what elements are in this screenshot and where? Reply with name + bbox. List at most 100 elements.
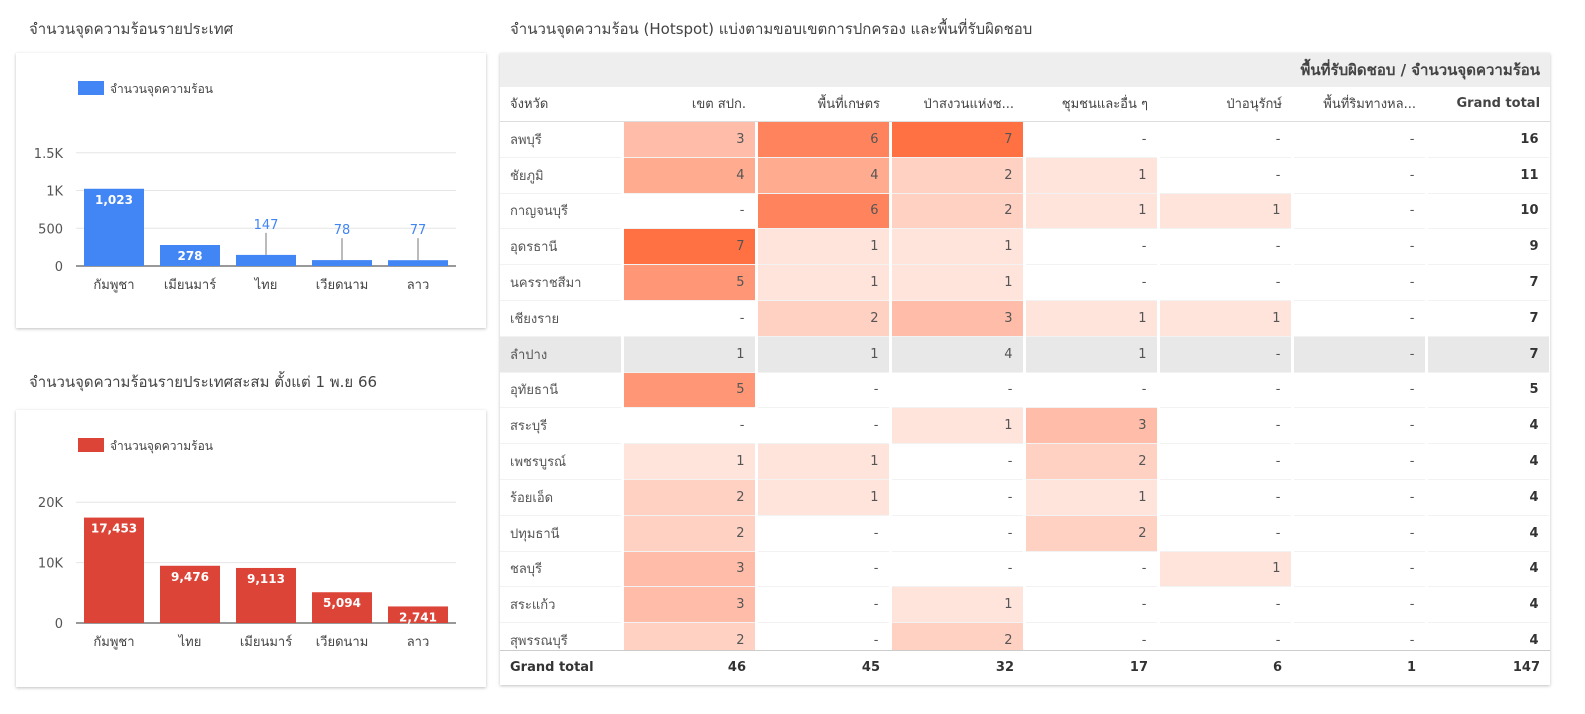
heat-cell: 3 — [1024, 407, 1160, 445]
table-row[interactable]: เชียงราย -2 3 1 1-7 — [500, 300, 1550, 337]
heat-cell: - — [1024, 622, 1160, 650]
table-row[interactable]: ลพบุรี 3 6 7- - -16 — [500, 121, 1550, 158]
chart1-data-label: 78 — [334, 223, 351, 238]
province-cell: สระแก้ว — [500, 586, 624, 624]
grand-total-cell: 10 — [1426, 193, 1550, 230]
heat-cell: 6 — [756, 121, 892, 158]
province-cell: อุทัยธานี — [500, 372, 624, 409]
column-header[interactable]: ป่าสงวนแห่งช... — [890, 87, 1024, 122]
heat-cell: - — [756, 515, 892, 552]
heat-cell: - — [1292, 515, 1428, 552]
province-cell: ลำปาง — [500, 336, 624, 373]
heat-cell: - — [1292, 157, 1428, 194]
grand-total-cell: 4 — [1426, 586, 1550, 624]
table-row[interactable]: เพชรบูรณ์ 1 1-2- -4 — [500, 443, 1550, 480]
heat-cell: 1 — [1158, 193, 1294, 230]
table-row[interactable]: ปทุมธานี 2- -2- -4 — [500, 515, 1550, 552]
heat-cell: 1 — [622, 336, 758, 373]
chart2-category-label: เมียนมาร์ — [240, 634, 292, 650]
column-header[interactable]: พื้นที่ริมทางหล... — [1292, 87, 1426, 122]
grand-total-cell: 7 — [1426, 336, 1550, 373]
heat-cell: - — [1292, 443, 1428, 480]
heat-cell: - — [756, 622, 892, 650]
chart1-svg: จำนวนจุดความร้อน 0 500 1K 1.5K 1,023 กัมพูชา 27… — [34, 81, 456, 293]
heat-cell: - — [756, 551, 892, 588]
chart2-data-label: 5,094 — [323, 596, 361, 610]
column-header[interactable]: ป่าอนุรักษ์ — [1158, 87, 1292, 122]
chart2-card: จำนวนจุดความร้อน 0 10K 20K 17,453 กัมพูชา 9,47… — [16, 410, 486, 687]
province-cell: ชลบุรี — [500, 551, 624, 588]
table-row[interactable]: ชลบุรี 3- - -1-4 — [500, 551, 1550, 588]
heat-cell: 1 — [756, 228, 892, 266]
heat-cell: 1 — [890, 407, 1026, 445]
heat-cell: - — [1158, 479, 1294, 516]
chart2-data-label: 17,453 — [91, 522, 137, 536]
heat-cell: - — [1292, 336, 1428, 373]
grand-total-cell: 9 — [1426, 228, 1550, 266]
table-row[interactable]: สุพรรณบุรี 2-2- - -4 — [500, 622, 1550, 650]
chart1-category-label: กัมพูชา — [93, 278, 134, 293]
table-row[interactable]: กาญจนบุรี -6 2 1 1-10 — [500, 193, 1550, 230]
chart1-data-label: 1,023 — [95, 193, 133, 207]
table-row[interactable]: สระแก้ว 3-1- - -4 — [500, 586, 1550, 624]
heat-cell: 6 — [756, 193, 892, 230]
heat-cell: 1 — [756, 336, 892, 373]
table-body-scroll[interactable]: ลพบุรี 3 6 7- - -16 ชัยภูมิ 4 4 2 1- -11 กาญจนบุรี -6… — [500, 121, 1550, 650]
chart1-bar — [236, 254, 296, 266]
heat-cell: - — [756, 372, 892, 409]
chart2-category-label: กัมพูชา — [93, 635, 134, 650]
heat-cell: 1 — [890, 228, 1026, 266]
chart2-bar — [84, 517, 144, 623]
column-header[interactable]: ชุมชนและอื่น ๆ — [1024, 87, 1158, 122]
chart1-ytick-label: 500 — [38, 222, 63, 237]
column-total-cell: 32 — [890, 649, 1024, 685]
province-cell: สุพรรณบุรี — [500, 622, 624, 650]
table-row[interactable]: นครราชสีมา 5 1 1- - -7 — [500, 264, 1550, 301]
chart2-bar — [160, 565, 220, 623]
table-row[interactable]: อุดรธานี 7 1 1- - -9 — [500, 228, 1550, 266]
province-cell: ร้อยเอ็ด — [500, 479, 624, 516]
province-cell: เชียงราย — [500, 300, 624, 337]
heat-cell: - — [1158, 372, 1294, 409]
column-total-cell: 6 — [1158, 649, 1292, 685]
heat-cell: 1 — [1024, 300, 1160, 337]
chart1-category-label: เวียดนาม — [316, 277, 369, 293]
table-row[interactable]: สระบุรี - -1 3- -4 — [500, 407, 1550, 445]
chart2-svg: จำนวนจุดความร้อน 0 10K 20K 17,453 กัมพูชา 9,47… — [38, 438, 456, 650]
table-row[interactable]: อุทัยธานี 5- - - - -5 — [500, 372, 1550, 409]
grand-total-cell: 7 — [1426, 264, 1550, 301]
heat-cell: 1 — [1024, 193, 1160, 230]
column-header[interactable]: พื้นที่เกษตร — [756, 87, 890, 122]
table-row[interactable]: ลำปาง 1 1 4 1- -7 — [500, 336, 1550, 373]
heat-cell: 1 — [1024, 479, 1160, 516]
table-row[interactable]: ชัยภูมิ 4 4 2 1- -11 — [500, 157, 1550, 194]
chart2-data-label: 9,113 — [247, 572, 285, 586]
heat-cell: 2 — [890, 193, 1026, 230]
heat-cell: 2 — [890, 157, 1026, 194]
heat-cell: - — [1158, 586, 1294, 624]
chart1-legend-label: จำนวนจุดความร้อน — [110, 82, 213, 97]
column-header[interactable]: เขต สปก. — [622, 87, 756, 122]
heat-cell: - — [1292, 479, 1428, 516]
column-total-cell: 17 — [1024, 649, 1158, 685]
grand-total-cell: 7 — [1426, 300, 1550, 337]
grand-total-cell: 4 — [1426, 479, 1550, 516]
heat-cell: - — [1024, 372, 1160, 409]
heat-cell: 1 — [756, 479, 892, 516]
chart1-category-label: ลาว — [407, 278, 430, 293]
chart1-category-label: เมียนมาร์ — [164, 277, 216, 293]
heat-cell: 2 — [622, 515, 758, 552]
column-header[interactable]: จังหวัด — [500, 87, 622, 122]
province-cell: เพชรบูรณ์ — [500, 443, 624, 480]
heat-cell: 3 — [890, 300, 1026, 337]
heat-cell: - — [1158, 157, 1294, 194]
chart1-title: จำนวนจุดความร้อนรายประเทศ — [29, 20, 234, 38]
heat-cell: - — [890, 551, 1026, 588]
heat-cell: - — [1292, 551, 1428, 588]
table-row[interactable]: ร้อยเอ็ด 2 1-1- -4 — [500, 479, 1550, 516]
heat-cell: - — [1158, 622, 1294, 650]
grand-total-cell: 4 — [1426, 443, 1550, 480]
heat-cell: - — [890, 479, 1026, 516]
chart1-legend-swatch — [78, 81, 104, 95]
column-header[interactable]: Grand total — [1426, 87, 1550, 122]
